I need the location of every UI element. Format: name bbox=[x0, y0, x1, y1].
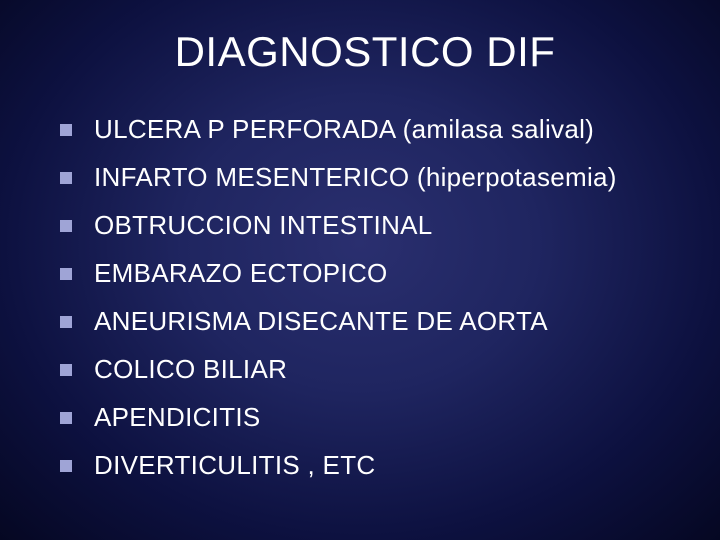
square-bullet-icon bbox=[60, 412, 72, 424]
square-bullet-icon bbox=[60, 124, 72, 136]
list-item-text: ULCERA P PERFORADA (amilasa salival) bbox=[94, 110, 594, 149]
list-item-text: ANEURISMA DISECANTE DE AORTA bbox=[94, 302, 548, 341]
slide-title: DIAGNOSTICO DIF bbox=[50, 28, 680, 76]
list-item-text: COLICO BILIAR bbox=[94, 350, 287, 389]
list-item-text: APENDICITIS bbox=[94, 398, 261, 437]
list-item: COLICO BILIAR bbox=[60, 350, 680, 389]
square-bullet-icon bbox=[60, 220, 72, 232]
square-bullet-icon bbox=[60, 268, 72, 280]
list-item: APENDICITIS bbox=[60, 398, 680, 437]
list-item-text: DIVERTICULITIS , ETC bbox=[94, 446, 375, 485]
list-item: INFARTO MESENTERICO (hiperpotasemia) bbox=[60, 158, 680, 197]
square-bullet-icon bbox=[60, 316, 72, 328]
list-item: DIVERTICULITIS , ETC bbox=[60, 446, 680, 485]
square-bullet-icon bbox=[60, 460, 72, 472]
square-bullet-icon bbox=[60, 172, 72, 184]
list-item-text: INFARTO MESENTERICO (hiperpotasemia) bbox=[94, 158, 617, 197]
list-item: EMBARAZO ECTOPICO bbox=[60, 254, 680, 293]
list-item: OBTRUCCION INTESTINAL bbox=[60, 206, 680, 245]
slide: DIAGNOSTICO DIF ULCERA P PERFORADA (amil… bbox=[0, 0, 720, 540]
list-item-text: OBTRUCCION INTESTINAL bbox=[94, 206, 433, 245]
list-item: ANEURISMA DISECANTE DE AORTA bbox=[60, 302, 680, 341]
list-item-text: EMBARAZO ECTOPICO bbox=[94, 254, 388, 293]
bullet-list: ULCERA P PERFORADA (amilasa salival) INF… bbox=[50, 110, 680, 485]
square-bullet-icon bbox=[60, 364, 72, 376]
list-item: ULCERA P PERFORADA (amilasa salival) bbox=[60, 110, 680, 149]
